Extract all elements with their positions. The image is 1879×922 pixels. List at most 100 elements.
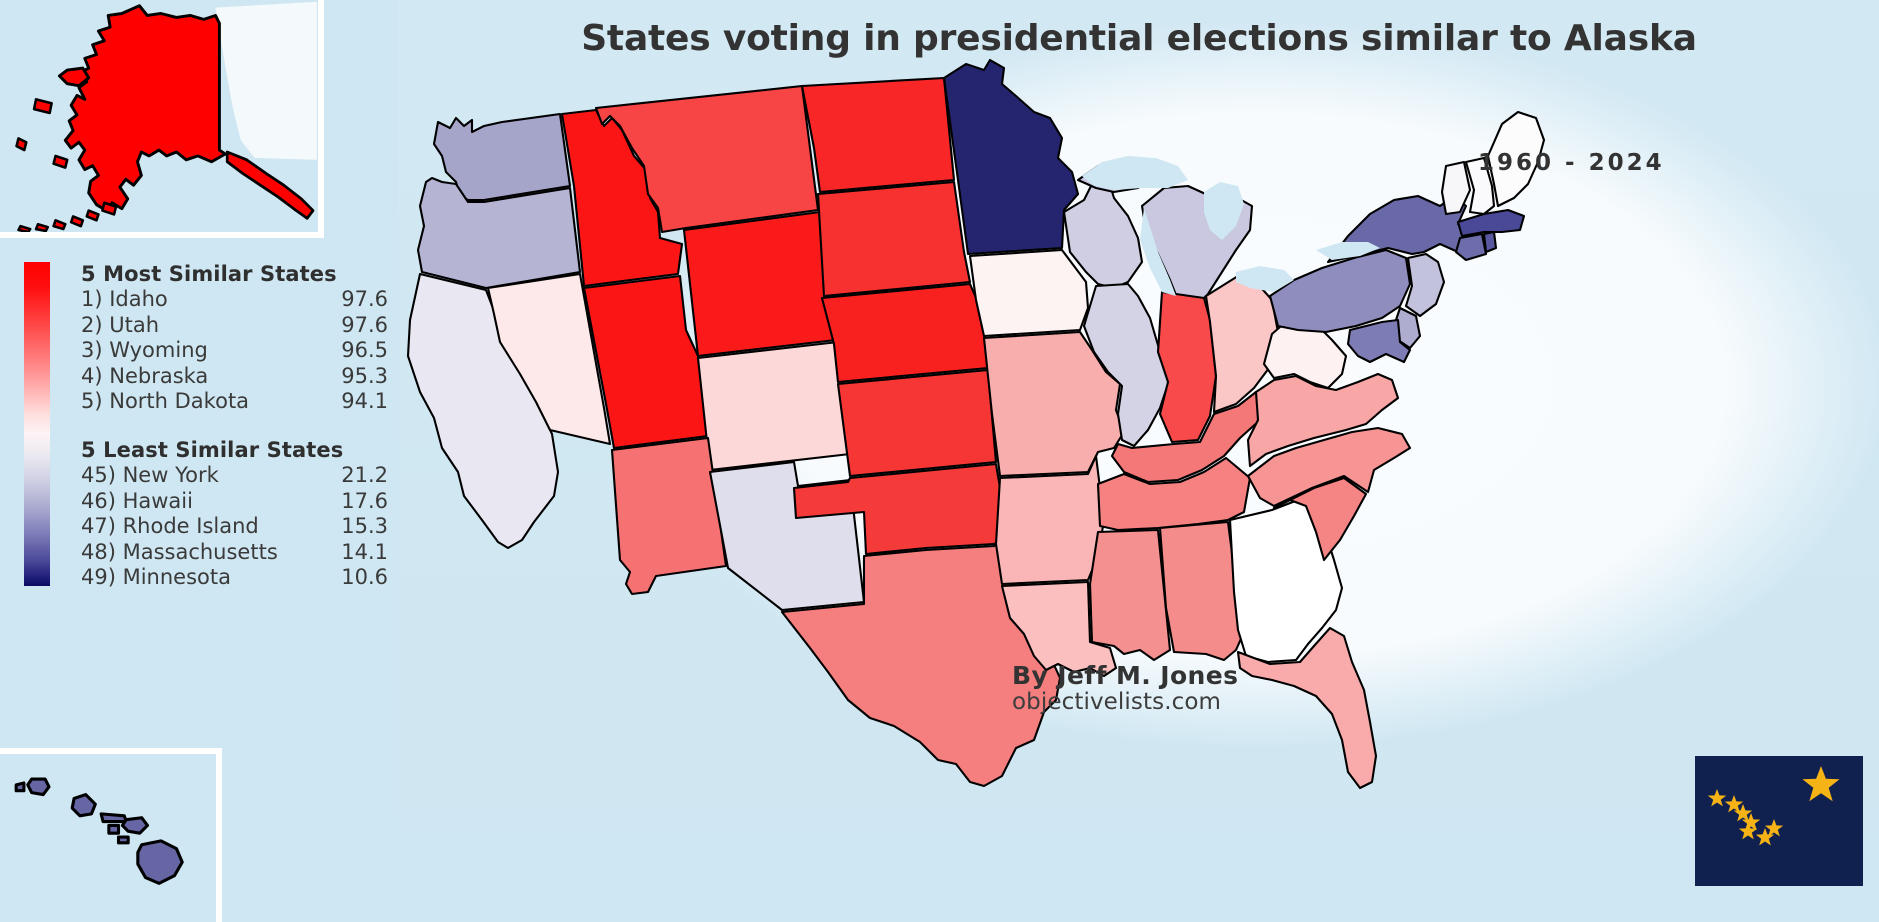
alaska-panhandle bbox=[225, 150, 315, 220]
state-value: 10.6 bbox=[341, 565, 388, 589]
alaska-inset-svg bbox=[0, 0, 317, 232]
island-oahu bbox=[70, 793, 97, 818]
year-range-label: 1960 - 2024 bbox=[1478, 150, 1665, 176]
state-alaska-shape[interactable] bbox=[63, 4, 227, 213]
state-florida[interactable] bbox=[1236, 626, 1378, 790]
island-maui bbox=[120, 816, 150, 835]
hawaii-inset-map[interactable] bbox=[0, 748, 222, 922]
state-oregon[interactable] bbox=[416, 176, 582, 290]
state-massachusetts[interactable] bbox=[1456, 208, 1526, 238]
state-label: 47) Rhode Island bbox=[81, 514, 259, 538]
state-washington[interactable] bbox=[432, 112, 572, 202]
list-item: 4) Nebraska 95.3 bbox=[81, 364, 388, 390]
state-south-dakota[interactable] bbox=[816, 180, 972, 298]
list-item: 5) North Dakota 94.1 bbox=[81, 389, 388, 415]
state-maine[interactable] bbox=[1486, 110, 1546, 208]
island-kahoolawe bbox=[116, 835, 130, 845]
state-vermont[interactable] bbox=[1440, 160, 1472, 216]
lake-ontario bbox=[1316, 242, 1380, 260]
island-kauai bbox=[26, 777, 51, 797]
byline: By Jeff M. Jones objectivelists.com bbox=[1012, 662, 1238, 716]
state-label: 49) Minnesota bbox=[81, 565, 231, 589]
state-value: 97.6 bbox=[341, 312, 388, 337]
state-value: 17.6 bbox=[341, 488, 388, 513]
island-niihau bbox=[14, 781, 26, 793]
star-icon bbox=[1724, 795, 1744, 813]
lake-huron bbox=[1204, 182, 1244, 240]
state-new-hampshire[interactable] bbox=[1464, 156, 1496, 216]
island-molokai bbox=[99, 812, 128, 824]
lake-erie bbox=[1236, 266, 1294, 292]
us-map-svg bbox=[406, 58, 1546, 790]
state-label: 2) Utah bbox=[81, 312, 160, 337]
state-value: 15.3 bbox=[341, 514, 388, 538]
island-lanai bbox=[107, 823, 121, 835]
list-item: 45) New York 21.2 bbox=[81, 463, 388, 489]
list-item: 3) Wyoming 96.5 bbox=[81, 338, 388, 364]
list-item: 46) Hawaii 17.6 bbox=[81, 489, 388, 515]
aleutian-islands bbox=[17, 201, 118, 232]
state-pennsylvania[interactable] bbox=[1268, 248, 1412, 334]
state-wyoming[interactable] bbox=[682, 210, 838, 358]
state-label: 4) Nebraska bbox=[81, 363, 209, 388]
byline-website: objectivelists.com bbox=[1012, 689, 1222, 715]
north-star-icon bbox=[1802, 766, 1840, 802]
list-item: 2) Utah 97.6 bbox=[81, 313, 388, 339]
state-value: 96.5 bbox=[341, 338, 388, 362]
state-label: 1) Idaho bbox=[81, 287, 168, 311]
state-maryland[interactable] bbox=[1346, 318, 1412, 364]
state-rhode-island[interactable] bbox=[1482, 230, 1498, 254]
flag-field bbox=[1695, 756, 1863, 886]
state-label: 46) Hawaii bbox=[81, 488, 193, 513]
state-tennessee[interactable] bbox=[1096, 456, 1252, 532]
state-arizona[interactable] bbox=[610, 436, 728, 596]
hawaii-inset-svg bbox=[0, 754, 216, 922]
state-connecticut[interactable] bbox=[1454, 232, 1488, 262]
lake-michigan bbox=[1140, 208, 1176, 296]
inset-landmass-canada bbox=[215, 1, 317, 160]
most-similar-block: 5 Most Similar States 1) Idaho 97.6 2) U… bbox=[81, 262, 388, 415]
star-icon bbox=[1755, 828, 1775, 846]
state-hawaii-shape[interactable] bbox=[14, 777, 184, 885]
state-nebraska[interactable] bbox=[820, 282, 990, 384]
state-label: 48) Massachusetts bbox=[81, 539, 278, 564]
island-hawaii bbox=[136, 839, 184, 885]
alaska-western-islands bbox=[15, 98, 69, 169]
state-south-carolina[interactable] bbox=[1272, 476, 1368, 562]
list-item: 48) Massachusetts 14.1 bbox=[81, 540, 388, 566]
state-new-jersey[interactable] bbox=[1404, 252, 1446, 318]
list-item: 47) Rhode Island 15.3 bbox=[81, 514, 388, 540]
state-value: 94.1 bbox=[341, 389, 388, 413]
state-value: 14.1 bbox=[341, 539, 388, 564]
alaska-flag-svg bbox=[1695, 756, 1863, 886]
state-mississippi[interactable] bbox=[1088, 528, 1172, 662]
state-north-carolina[interactable] bbox=[1246, 426, 1412, 508]
list-item: 49) Minnesota 10.6 bbox=[81, 565, 388, 591]
star-icon bbox=[1764, 819, 1784, 837]
state-iowa[interactable] bbox=[968, 248, 1090, 338]
state-illinois[interactable] bbox=[1082, 282, 1172, 448]
state-colorado[interactable] bbox=[696, 340, 852, 472]
alaska-state-flag[interactable] bbox=[1695, 756, 1863, 886]
state-virginia[interactable] bbox=[1246, 372, 1400, 468]
big-dipper-stars bbox=[1707, 789, 1784, 846]
page-title: States voting in presidential elections … bbox=[581, 18, 1697, 59]
state-north-dakota[interactable] bbox=[800, 76, 956, 194]
lake-superior bbox=[1082, 156, 1188, 190]
most-similar-heading: 5 Most Similar States bbox=[81, 262, 337, 286]
state-nevada[interactable] bbox=[486, 272, 612, 446]
state-value: 97.6 bbox=[341, 287, 388, 311]
state-label: 3) Wyoming bbox=[81, 338, 208, 362]
state-label: 5) North Dakota bbox=[81, 389, 250, 413]
star-icon bbox=[1707, 789, 1727, 807]
star-icon bbox=[1733, 804, 1753, 822]
alaska-seward-peninsula bbox=[57, 66, 91, 88]
alaska-inset-map[interactable] bbox=[0, 0, 324, 238]
state-value: 95.3 bbox=[341, 363, 388, 388]
state-indiana[interactable] bbox=[1156, 290, 1218, 444]
great-lakes-layer bbox=[1082, 156, 1380, 296]
state-kansas[interactable] bbox=[836, 368, 998, 478]
state-minnesota[interactable] bbox=[942, 58, 1080, 256]
star-icon bbox=[1741, 813, 1761, 831]
